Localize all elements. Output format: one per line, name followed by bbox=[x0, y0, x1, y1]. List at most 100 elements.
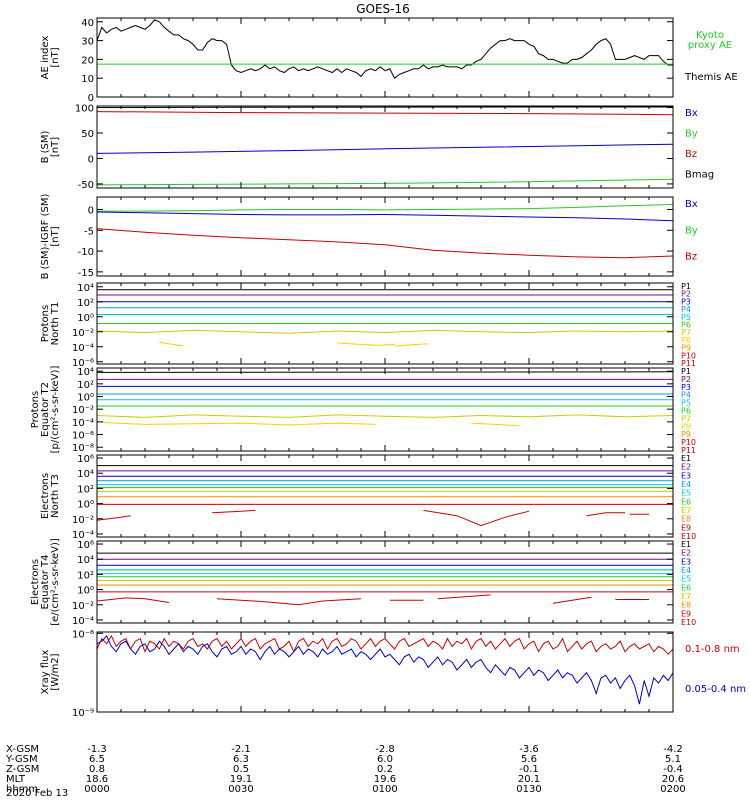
y-tick-label: 10⁶ bbox=[77, 454, 94, 465]
y-tick-label: 0 bbox=[88, 205, 94, 216]
y-axis-label: Protons bbox=[30, 391, 41, 428]
series-by bbox=[97, 204, 673, 212]
legend-entry: P4 bbox=[681, 391, 691, 400]
y-tick-label: 10⁻⁸ bbox=[72, 443, 94, 454]
series-e10b bbox=[212, 509, 256, 514]
y-tick-label: 10⁰ bbox=[77, 500, 94, 511]
y-tick-label: 30 bbox=[81, 37, 94, 48]
series-e10b bbox=[216, 598, 362, 606]
series-e10a bbox=[97, 597, 170, 603]
y-tick-label: 10⁴ bbox=[77, 283, 94, 294]
legend-entry: Themis AE bbox=[684, 72, 738, 83]
legend-entry: E3 bbox=[681, 471, 691, 480]
y-tick-label: 10⁻⁴ bbox=[72, 616, 94, 627]
y-axis-label: B (SM) bbox=[40, 130, 51, 163]
y-axis-label: [nT] bbox=[50, 226, 61, 246]
y-tick-label: 10⁰ bbox=[77, 313, 94, 324]
y-tick-label: 10² bbox=[77, 380, 94, 391]
legend-entry: E7 bbox=[681, 592, 691, 601]
y-axis-label: AE index bbox=[40, 36, 51, 80]
y-axis-label: North T3 bbox=[50, 474, 61, 518]
legend-entry: P4 bbox=[681, 305, 691, 314]
legend-entry: P6 bbox=[681, 407, 691, 416]
legend-entry: E6 bbox=[681, 583, 691, 592]
legend-entry: P10 bbox=[681, 438, 696, 447]
series-p8c bbox=[394, 343, 429, 347]
panel-frame bbox=[96, 367, 674, 452]
series-p8a bbox=[159, 341, 184, 347]
legend-entry: E8 bbox=[681, 601, 691, 610]
legend-entry: P2 bbox=[681, 375, 691, 384]
legend-entry: E7 bbox=[681, 506, 691, 515]
legend-entry: E1 bbox=[681, 454, 691, 463]
series-e10e bbox=[552, 596, 592, 604]
panel-series bbox=[97, 371, 673, 427]
y-axis-label: Equator T4 bbox=[40, 555, 51, 610]
y-tick-label: 40 bbox=[81, 18, 94, 29]
legend-entry: By bbox=[685, 225, 698, 236]
y-axis-label: Electrons bbox=[40, 473, 51, 519]
panel-series bbox=[97, 204, 673, 259]
y-tick-label: 10⁶ bbox=[77, 540, 94, 551]
series-bx bbox=[97, 143, 673, 154]
y-tick-label: 10⁻² bbox=[72, 405, 94, 416]
legend-entry: E2 bbox=[681, 549, 691, 558]
panel-bsm: -50 0 50 100 B (SM) [nT] Bx By Bz Bmag bbox=[40, 104, 714, 191]
series-p8b bbox=[471, 422, 520, 427]
legend-entry: P1 bbox=[681, 282, 691, 291]
legend-entry: By bbox=[685, 129, 698, 140]
legend-entry: Bx bbox=[685, 199, 698, 210]
legend-entry: E5 bbox=[681, 489, 691, 498]
y-tick-label: 10⁻² bbox=[72, 601, 94, 612]
panel-frame bbox=[96, 17, 674, 98]
y-tick-label: 10² bbox=[77, 298, 94, 309]
legend-entry: P7 bbox=[681, 414, 691, 423]
series-p8b bbox=[336, 342, 395, 346]
legend-entry: P9 bbox=[681, 430, 691, 439]
legend-entry: E3 bbox=[681, 557, 691, 566]
legend-entry: E2 bbox=[681, 463, 691, 472]
legend-entry: E10 bbox=[681, 532, 696, 541]
legend-entry: P6 bbox=[681, 321, 691, 330]
y-tick-label: 0 bbox=[88, 154, 94, 165]
legend-entry: P8 bbox=[681, 336, 691, 345]
legend-entry: Kyoto bbox=[696, 30, 724, 41]
y-axis-label: North T1 bbox=[50, 302, 61, 346]
legend-entry: Bx bbox=[685, 108, 698, 119]
y-tick-label: 10 bbox=[81, 74, 94, 85]
legend-entry: P1 bbox=[681, 367, 691, 376]
panel-series bbox=[97, 106, 673, 186]
series-bz bbox=[97, 111, 673, 116]
y-axis-label: [nT] bbox=[50, 47, 61, 67]
legend-entry: Bz bbox=[685, 149, 697, 160]
legend-entry: E5 bbox=[681, 575, 691, 584]
series-0-05-0-4-nm bbox=[97, 635, 673, 705]
y-tick-label: 10⁴ bbox=[77, 367, 94, 378]
y-tick-label: -15 bbox=[78, 268, 94, 279]
panel-series bbox=[97, 634, 673, 705]
legend-entry: P5 bbox=[681, 399, 691, 408]
series-bx bbox=[97, 211, 673, 222]
y-axis-label: B (SM)-IGRF (SM) bbox=[40, 194, 51, 280]
y-axis-label: Xray flux bbox=[40, 650, 51, 695]
legend-entry: P11 bbox=[681, 359, 696, 368]
series-themis-ae bbox=[97, 19, 673, 79]
panel-frame bbox=[96, 105, 674, 189]
panel-pn: 10⁴ 10² 10⁰ 10⁻² 10⁻⁴ 10⁻⁶ Protons North T1 P1P2… bbox=[40, 282, 696, 369]
series-e10d bbox=[437, 594, 491, 600]
series-p7 bbox=[97, 329, 673, 334]
y-tick-label: 10² bbox=[77, 570, 94, 581]
y-axis-label: [nT] bbox=[50, 137, 61, 157]
panel-series bbox=[97, 465, 673, 527]
series-p8a bbox=[101, 422, 376, 426]
y-tick-label: 10⁻⁴ bbox=[72, 418, 94, 429]
legend-entry: E8 bbox=[681, 515, 691, 524]
legend-entry: P3 bbox=[681, 297, 691, 306]
y-tick-label: 10⁻⁶ bbox=[72, 431, 94, 442]
y-tick-label: 10⁻² bbox=[72, 515, 94, 526]
y-tick-label: -10 bbox=[78, 247, 94, 258]
y-tick-label: 10² bbox=[77, 484, 94, 495]
